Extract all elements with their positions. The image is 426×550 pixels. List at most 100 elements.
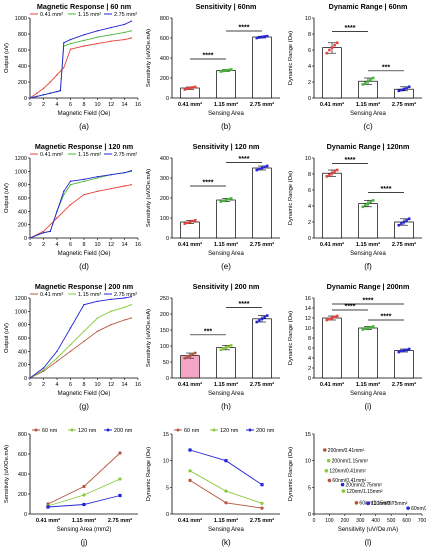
panel-c: Dynamic Range | 60nm 0 2 4 6 8 10 Dynamic Range… xyxy=(284,0,426,132)
series-point xyxy=(29,237,31,239)
series-point xyxy=(123,31,126,34)
x-axis-label: Sensing Area xyxy=(208,527,244,533)
y-tick-label: 15 xyxy=(163,432,169,438)
scatter-point-label: 60nm/0.41mm² xyxy=(332,478,366,484)
chart-title: Dynamic Range | 200nm xyxy=(327,282,410,291)
series-point xyxy=(260,483,264,487)
x-tick-label: 1.15 mm² xyxy=(356,381,380,388)
series-point xyxy=(224,501,228,505)
series-point xyxy=(42,367,45,369)
chart-title: Magnetic Response | 200 nm xyxy=(35,282,133,291)
significance-label: **** xyxy=(363,298,374,305)
panel-h: Sensitivity | 200 nm 0 50 100 150 200 250 Sensi… xyxy=(142,280,284,412)
data-point xyxy=(263,315,266,319)
series-line-1 xyxy=(29,304,132,379)
y-tick-label: 1000 xyxy=(15,309,27,315)
x-axis-label: Sensing Area xyxy=(350,251,386,257)
series-point xyxy=(42,369,45,371)
bar-2 xyxy=(252,318,272,379)
data-point xyxy=(328,317,331,321)
bar-1 xyxy=(358,327,378,379)
y-tick-label: 800 xyxy=(18,323,27,329)
series-point xyxy=(123,185,126,187)
chart-d: Magnetic Response | 120 nm 0 200 400 600 800 1… xyxy=(4,142,141,271)
data-point xyxy=(260,317,264,321)
series-point xyxy=(130,183,132,186)
y-tick-label: 10 xyxy=(305,156,311,162)
y-tick-label: 1200 xyxy=(15,296,27,302)
series-point xyxy=(110,173,112,176)
panel-label: (f) xyxy=(364,262,372,271)
series-point xyxy=(82,493,86,497)
legend-label: 200 nm xyxy=(114,428,133,434)
legend-marker xyxy=(106,428,110,432)
x-tick-label: 6 xyxy=(69,102,72,108)
x-tick-label: 1.15 mm² xyxy=(214,241,238,248)
x-tick-label: 16 xyxy=(135,102,141,108)
x-tick-label: 12 xyxy=(108,242,114,248)
data-point xyxy=(183,356,187,360)
y-tick-label: 14 xyxy=(305,306,311,312)
series-point xyxy=(49,92,51,94)
legend-label: 2.75 mm² xyxy=(114,152,137,158)
chart-title: Magnetic Response | 60 nm xyxy=(37,2,131,11)
series-point xyxy=(46,505,50,509)
series-point xyxy=(69,42,72,45)
panel-i: Dynamic Range | 200nm 0 2 4 6 8 10 12 14 16 Dynami… xyxy=(284,280,426,412)
panel-g: Magnetic Response | 200 nm 0 200 400 600 800 1… xyxy=(0,280,142,412)
data-point xyxy=(258,167,261,171)
x-tick-label: 1.15 mm² xyxy=(72,517,96,524)
x-tick-label: 4 xyxy=(55,382,58,388)
y-tick-label: 4 xyxy=(308,204,311,210)
y-tick-label: 6 xyxy=(308,48,311,54)
data-point xyxy=(219,200,223,203)
x-tick-label: 10 xyxy=(94,102,100,108)
panel-j: 0 200 400 600 800 Sensitivity (uV/Oe.mA) Sensi… xyxy=(0,416,142,548)
data-point xyxy=(260,166,264,170)
x-tick-label: 2 xyxy=(42,102,45,108)
y-tick-label: 0 xyxy=(24,236,27,242)
x-tick-label: 1.15 mm² xyxy=(214,381,238,388)
x-tick-label: 6 xyxy=(69,382,72,388)
data-point xyxy=(361,83,365,86)
data-point xyxy=(191,219,194,223)
series-point xyxy=(42,230,45,233)
legend-label: 0.41 mm² xyxy=(40,152,63,158)
data-point xyxy=(255,168,259,172)
series-point xyxy=(110,298,112,301)
data-point xyxy=(333,43,336,47)
series-point xyxy=(110,26,112,29)
x-tick-label: 2.75 mm² xyxy=(392,101,416,108)
y-tick-label: 600 xyxy=(18,196,27,202)
series-point xyxy=(36,95,38,98)
y-tick-label: 16 xyxy=(305,296,311,302)
series-point xyxy=(69,343,72,346)
data-point xyxy=(183,222,187,225)
data-point xyxy=(400,349,403,353)
data-point xyxy=(328,48,331,52)
legend-label: 120 nm xyxy=(78,428,97,434)
series-point xyxy=(130,317,132,319)
series-point xyxy=(56,90,58,93)
significance-label: **** xyxy=(345,304,356,311)
data-point xyxy=(330,171,334,175)
x-tick-label: 0 xyxy=(28,382,31,388)
panel-a: Magnetic Response | 60 nm 0 200 400 600 800 10… xyxy=(0,0,142,132)
scatter-point-label: 60nm/2.75mm² xyxy=(411,506,426,512)
data-point xyxy=(229,68,233,71)
y-tick-label: 4 xyxy=(308,356,311,362)
y-tick-label: 0 xyxy=(308,512,311,518)
data-point xyxy=(188,354,192,357)
data-point xyxy=(191,353,194,356)
x-axis-label: Sensing Area xyxy=(208,251,244,257)
y-tick-label: 10 xyxy=(163,459,169,465)
series-line-1 xyxy=(29,170,132,239)
data-point xyxy=(402,87,406,91)
significance-label: **** xyxy=(345,157,356,164)
scatter-point xyxy=(323,448,327,452)
x-tick-label: 16 xyxy=(135,242,141,248)
y-tick-label: 600 xyxy=(160,36,169,42)
series-point xyxy=(96,317,99,319)
scatter-point xyxy=(324,469,329,473)
y-tick-label: 400 xyxy=(18,472,27,478)
